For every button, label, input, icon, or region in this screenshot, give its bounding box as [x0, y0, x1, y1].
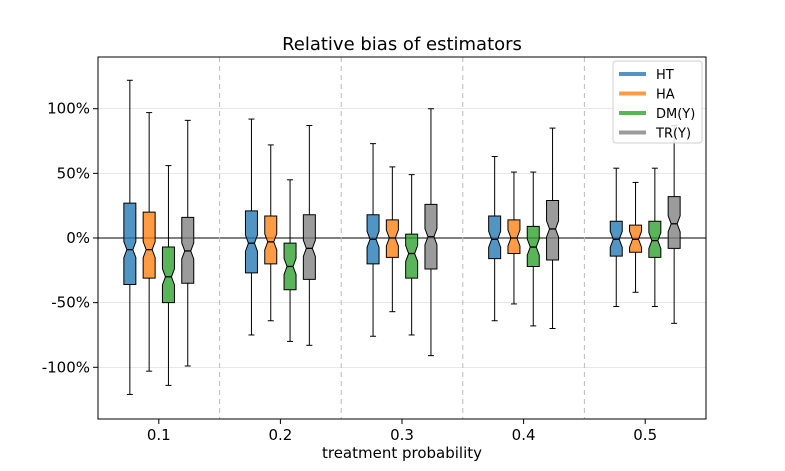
- x-axis-label: treatment probability: [322, 444, 482, 462]
- y-tick-label: -100%: [42, 358, 90, 376]
- x-tick-label: 0.5: [633, 426, 657, 444]
- y-tick-label: 50%: [57, 164, 90, 182]
- box-tr-y--0.3: [424, 108, 438, 357]
- legend-label: DM(Y): [656, 107, 695, 122]
- legend-label: HT: [656, 68, 674, 83]
- box-dm-y--0.2: [283, 179, 297, 342]
- box-body: [142, 211, 156, 279]
- x-tick-label: 0.4: [512, 426, 536, 444]
- y-tick-label: -50%: [51, 294, 90, 312]
- box-body: [244, 210, 258, 274]
- box-ht-0.5: [609, 167, 623, 308]
- x-tick-label: 0.3: [390, 426, 414, 444]
- box-body: [161, 246, 175, 304]
- box-dm-y--0.3: [405, 174, 419, 336]
- x-tick-label: 0.1: [147, 426, 171, 444]
- legend-label: HA: [656, 88, 675, 103]
- box-layer: [123, 79, 681, 395]
- box-body: [507, 219, 521, 255]
- legend: HT HA DM(Y) TR(Y): [612, 60, 703, 144]
- box-body: [546, 200, 560, 261]
- y-tick-label: 0%: [66, 229, 90, 247]
- y-tick-label: 100%: [47, 100, 90, 118]
- box-ha-0.3: [385, 166, 399, 313]
- box-dm-y--0.4: [526, 171, 540, 327]
- box-body: [667, 196, 681, 249]
- box-ha-0.5: [629, 181, 643, 293]
- box-dm-y--0.5: [648, 167, 662, 308]
- box-tr-y--0.2: [302, 125, 316, 346]
- box-body: [405, 233, 419, 279]
- box-body: [648, 220, 662, 258]
- chart-title: Relative bias of estimators: [282, 34, 522, 55]
- box-dm-y--0.1: [161, 165, 175, 386]
- y-axis: 100% 50% 0% -50% -100%: [42, 100, 98, 376]
- legend-frame: [612, 60, 703, 144]
- grid-layer: [98, 108, 706, 368]
- box-tr-y--0.4: [546, 127, 560, 329]
- box-ht-0.3: [366, 143, 380, 337]
- box-tr-y--0.5: [667, 125, 681, 324]
- box-ht-0.2: [244, 118, 258, 336]
- x-tick-label: 0.2: [268, 426, 292, 444]
- box-ht-0.1: [123, 79, 137, 395]
- box-tr-y--0.1: [181, 119, 195, 367]
- box-ha-0.4: [507, 171, 521, 305]
- box-body: [302, 214, 316, 280]
- box-body: [123, 202, 137, 286]
- box-ha-0.1: [142, 112, 156, 372]
- box-body: [488, 215, 502, 260]
- x-axis: 0.1 0.2 0.3 0.4 0.5: [147, 419, 657, 444]
- group-separator-layer: [219, 57, 585, 419]
- box-ha-0.2: [264, 144, 278, 322]
- box-ht-0.4: [488, 156, 502, 322]
- box-body: [264, 215, 278, 265]
- legend-label: TR(Y): [655, 127, 691, 142]
